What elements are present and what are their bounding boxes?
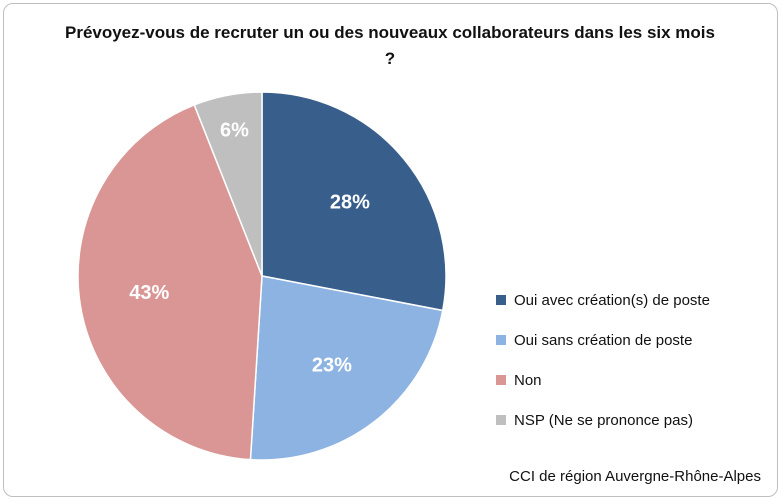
pie-slice [77,103,263,461]
legend-item: Oui sans création de poste [496,330,710,350]
legend-item: Non [496,370,710,390]
legend-label: Non [514,371,542,389]
legend-item: NSP (Ne se prononce pas) [496,410,710,430]
legend-swatch [496,415,506,425]
legend-swatch [496,335,506,345]
legend-label: Oui avec création(s) de poste [514,291,710,309]
pie-slice [249,275,444,461]
legend-label: Oui sans création de poste [514,331,693,349]
slice-data-label: 23% [312,354,352,376]
chart-legend: Oui avec création(s) de poste Oui sans cr… [496,290,710,450]
legend-swatch [496,295,506,305]
legend-item: Oui avec création(s) de poste [496,290,710,310]
legend-label: NSP (Ne se prononce pas) [514,411,693,429]
pie-slice [261,91,447,312]
slice-data-label: 6% [220,120,249,142]
pie-slice [193,91,263,277]
chart-title: Prévoyez-vous de recruter un ou des nouv… [64,23,715,68]
source-credit: CCI de région Auvergne-Rhône-Alpes [509,468,761,485]
legend-swatch [496,375,506,385]
slice-data-label: 28% [330,192,370,214]
slice-data-label: 43% [129,282,169,304]
